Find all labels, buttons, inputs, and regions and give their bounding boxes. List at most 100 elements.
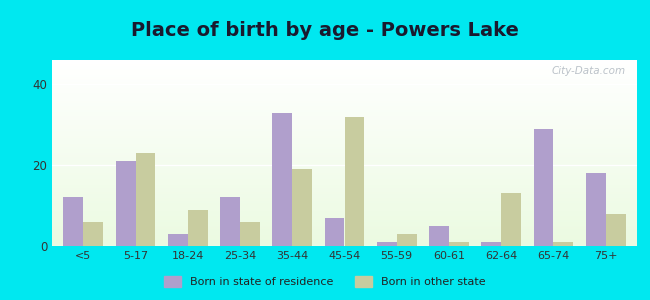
Bar [52,60,637,62]
Bar [52,238,637,240]
Text: City-Data.com: City-Data.com [551,66,625,76]
Bar [52,220,637,222]
Bar [52,175,637,177]
Bar [52,106,637,108]
Bar [52,127,637,129]
Bar [52,244,637,246]
Bar [52,173,637,175]
Bar [52,198,637,200]
Bar [52,125,637,127]
Bar [240,222,260,246]
Bar [52,192,637,194]
Bar [52,146,637,147]
Bar [52,94,637,95]
Bar [52,105,637,106]
Bar [52,80,637,82]
Bar [52,157,637,159]
Bar [52,79,637,80]
Bar [501,194,521,246]
Bar [272,112,292,246]
Bar [52,166,637,168]
Bar [52,162,637,164]
Bar [52,205,637,207]
Bar [52,144,637,146]
Bar [52,149,637,151]
Bar [52,203,637,205]
Bar [52,177,637,179]
Bar [52,194,637,196]
Bar [52,66,637,68]
Bar [52,131,637,133]
Bar [52,64,637,66]
Bar [396,234,417,246]
Bar [52,184,637,187]
Bar [52,200,637,201]
Bar [606,214,625,246]
Bar [52,73,637,75]
Bar [52,229,637,231]
Bar [52,129,637,131]
Bar [52,136,637,138]
Bar [52,181,637,183]
Bar [64,197,83,246]
Bar [52,112,637,114]
Bar [586,173,606,246]
Bar [52,77,637,79]
Bar [52,218,637,220]
Bar [52,62,637,64]
Bar [52,114,637,116]
Bar [377,242,396,246]
Bar [52,179,637,181]
Bar [52,101,637,103]
Bar [52,82,637,84]
Text: Place of birth by age - Powers Lake: Place of birth by age - Powers Lake [131,21,519,40]
Bar [52,209,637,211]
Bar [52,187,637,188]
Bar [52,116,637,118]
Bar [52,237,637,239]
Bar [52,188,637,190]
Bar [52,133,637,134]
Bar [52,90,637,92]
Bar [52,214,637,216]
Bar [52,71,637,73]
Bar [188,210,207,246]
Bar [52,69,637,71]
Bar [52,183,637,184]
Bar [52,216,637,218]
Bar [52,75,637,77]
Bar [220,197,240,246]
Bar [52,151,637,153]
Bar [324,218,345,246]
Bar [52,172,637,173]
Bar [52,68,637,69]
Bar [52,119,637,122]
Bar [52,147,637,149]
Bar [482,242,501,246]
Bar [52,108,637,110]
Bar [52,168,637,170]
Bar [52,86,637,88]
Bar [52,201,637,203]
Bar [136,153,155,246]
Bar [52,99,637,101]
Bar [534,129,553,246]
Bar [292,169,312,246]
Bar [52,95,637,97]
Bar [52,222,637,224]
Bar [52,190,637,192]
Bar [52,207,637,209]
Bar [52,159,637,161]
Bar [52,97,637,99]
Bar [52,122,637,123]
Legend: Born in state of residence, Born in other state: Born in state of residence, Born in othe… [160,271,490,291]
Bar [52,84,637,86]
Bar [52,153,637,155]
Bar [52,227,637,229]
Bar [52,240,637,242]
Bar [52,123,637,125]
Bar [52,160,637,162]
Bar [52,170,637,172]
Bar [52,233,637,235]
Bar [429,226,449,246]
